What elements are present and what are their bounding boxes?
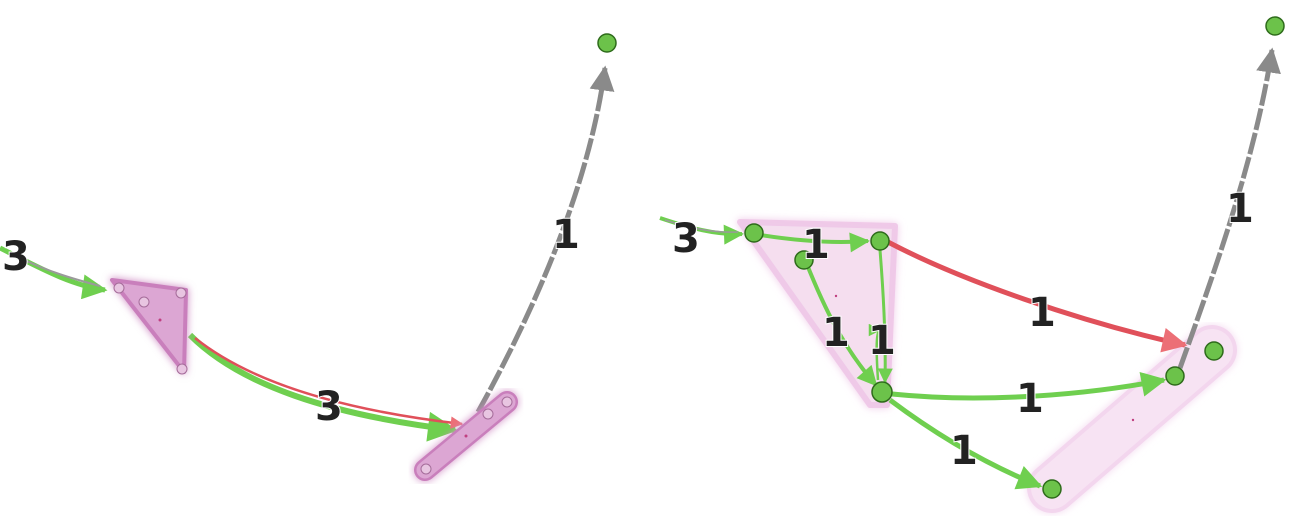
collapsed-node-a [113,282,125,294]
edge-left-down-expanded [804,261,878,387]
node-e2[interactable] [870,231,890,251]
node-e4[interactable] [871,381,893,403]
edge-incoming-expanded-gray [664,219,739,233]
label-mid-right-expanded: 1 [1016,376,1044,422]
edge-mid-right-expanded [891,371,1167,401]
label-up-down-expanded: 1 [868,318,896,364]
label-incoming-expanded: 3 [672,216,700,262]
node-e1[interactable] [744,223,764,243]
edge-outgoing-expanded [1177,47,1281,369]
label-red-expanded: 1 [1028,290,1056,336]
capsule-node-a [420,463,432,475]
edge-bottom-expanded [888,397,1043,490]
edge-middle-collapsed [187,332,458,442]
edge-incoming-collapsed [0,245,108,300]
capsule-node-b [482,408,494,420]
group-triangle-collapsed[interactable] [110,278,188,374]
group-capsule-center [1131,418,1135,422]
label-top-expanded: 1 [802,222,830,268]
group-center-dot [158,318,162,322]
node-e5[interactable] [1165,366,1185,386]
label-middle-collapsed: 3 [315,384,343,430]
collapsed-node-d [176,363,188,375]
group-capsule-expanded[interactable] [1027,325,1237,513]
edge-red-expanded [886,239,1188,353]
node-top-collapsed[interactable] [597,33,617,53]
edge-up-down-expanded [877,249,893,384]
label-outgoing-expanded: 1 [1226,186,1254,232]
edge-middle-collapsed-red [194,337,464,429]
edge-top-expanded [753,232,870,253]
edge-outgoing-collapsed [475,65,615,414]
node-top-expanded[interactable] [1265,16,1285,36]
collapsed-node-c [175,287,187,299]
label-left-down-expanded: 1 [822,310,850,356]
label-bottom-expanded: 1 [950,428,978,474]
group-triangle-center [834,294,838,298]
capsule-node-c [501,396,513,408]
node-e7[interactable] [1042,479,1062,499]
panel-expanded: 3 1 1 1 1 1 1 1 [659,16,1285,513]
label-outgoing-collapsed: 1 [552,212,580,258]
panel-collapsed: 3 3 1 [0,33,617,481]
edge-up-down-expanded-b [868,323,882,381]
node-e6[interactable] [1204,341,1224,361]
collapsed-node-b [138,296,150,308]
capsule-center-dot [464,434,468,438]
label-incoming-collapsed: 3 [2,234,30,280]
edge-incoming-collapsed-gray [19,257,101,287]
node-e3[interactable] [794,250,814,270]
